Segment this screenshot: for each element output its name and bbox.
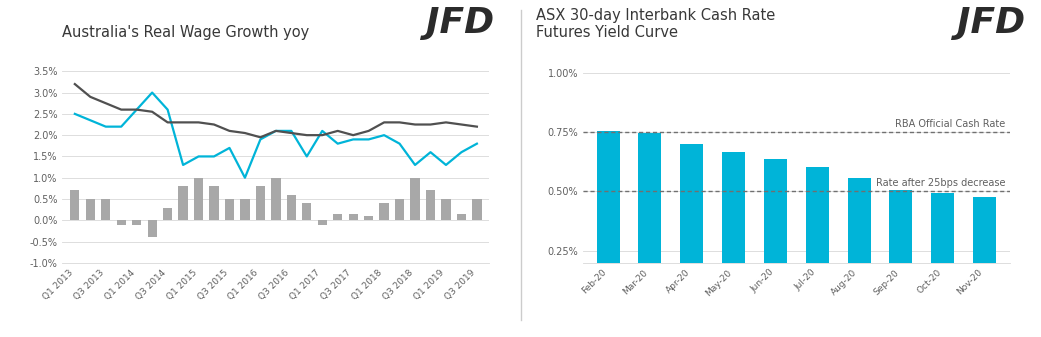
- Bar: [178, 186, 187, 220]
- Text: Rate after 25bps decrease: Rate after 25bps decrease: [877, 178, 1006, 188]
- Bar: [364, 216, 374, 220]
- Text: ASX 30-day Interbank Cash Rate
Futures Yield Curve: ASX 30-day Interbank Cash Rate Futures Y…: [536, 8, 776, 40]
- Bar: [240, 199, 250, 220]
- Bar: [932, 193, 955, 310]
- Bar: [225, 199, 234, 220]
- Bar: [847, 178, 870, 310]
- Bar: [101, 199, 110, 220]
- Bar: [85, 199, 95, 220]
- Bar: [680, 144, 704, 310]
- Bar: [163, 208, 172, 220]
- Bar: [272, 178, 280, 220]
- Bar: [148, 220, 157, 237]
- Text: Australia's Real Wage Growth yoy: Australia's Real Wage Growth yoy: [62, 25, 310, 40]
- Bar: [457, 214, 466, 220]
- Bar: [441, 199, 451, 220]
- Text: JFD: JFD: [427, 6, 494, 40]
- Text: RBA Official Cash Rate: RBA Official Cash Rate: [895, 119, 1006, 129]
- Bar: [973, 197, 996, 310]
- Bar: [395, 199, 404, 220]
- Bar: [349, 214, 358, 220]
- Bar: [333, 214, 342, 220]
- Bar: [209, 186, 219, 220]
- Bar: [426, 190, 435, 220]
- Bar: [132, 220, 142, 224]
- Bar: [318, 220, 327, 224]
- Bar: [380, 203, 388, 220]
- Bar: [194, 178, 203, 220]
- Text: JFD: JFD: [958, 6, 1025, 40]
- Bar: [70, 190, 79, 220]
- Bar: [117, 220, 126, 224]
- Bar: [889, 190, 913, 310]
- Bar: [722, 152, 745, 310]
- Bar: [410, 178, 420, 220]
- Bar: [806, 166, 829, 310]
- Bar: [256, 186, 265, 220]
- Bar: [473, 199, 482, 220]
- Bar: [286, 195, 296, 220]
- Bar: [596, 131, 619, 310]
- Bar: [302, 203, 311, 220]
- Bar: [764, 159, 787, 310]
- Bar: [638, 133, 661, 310]
